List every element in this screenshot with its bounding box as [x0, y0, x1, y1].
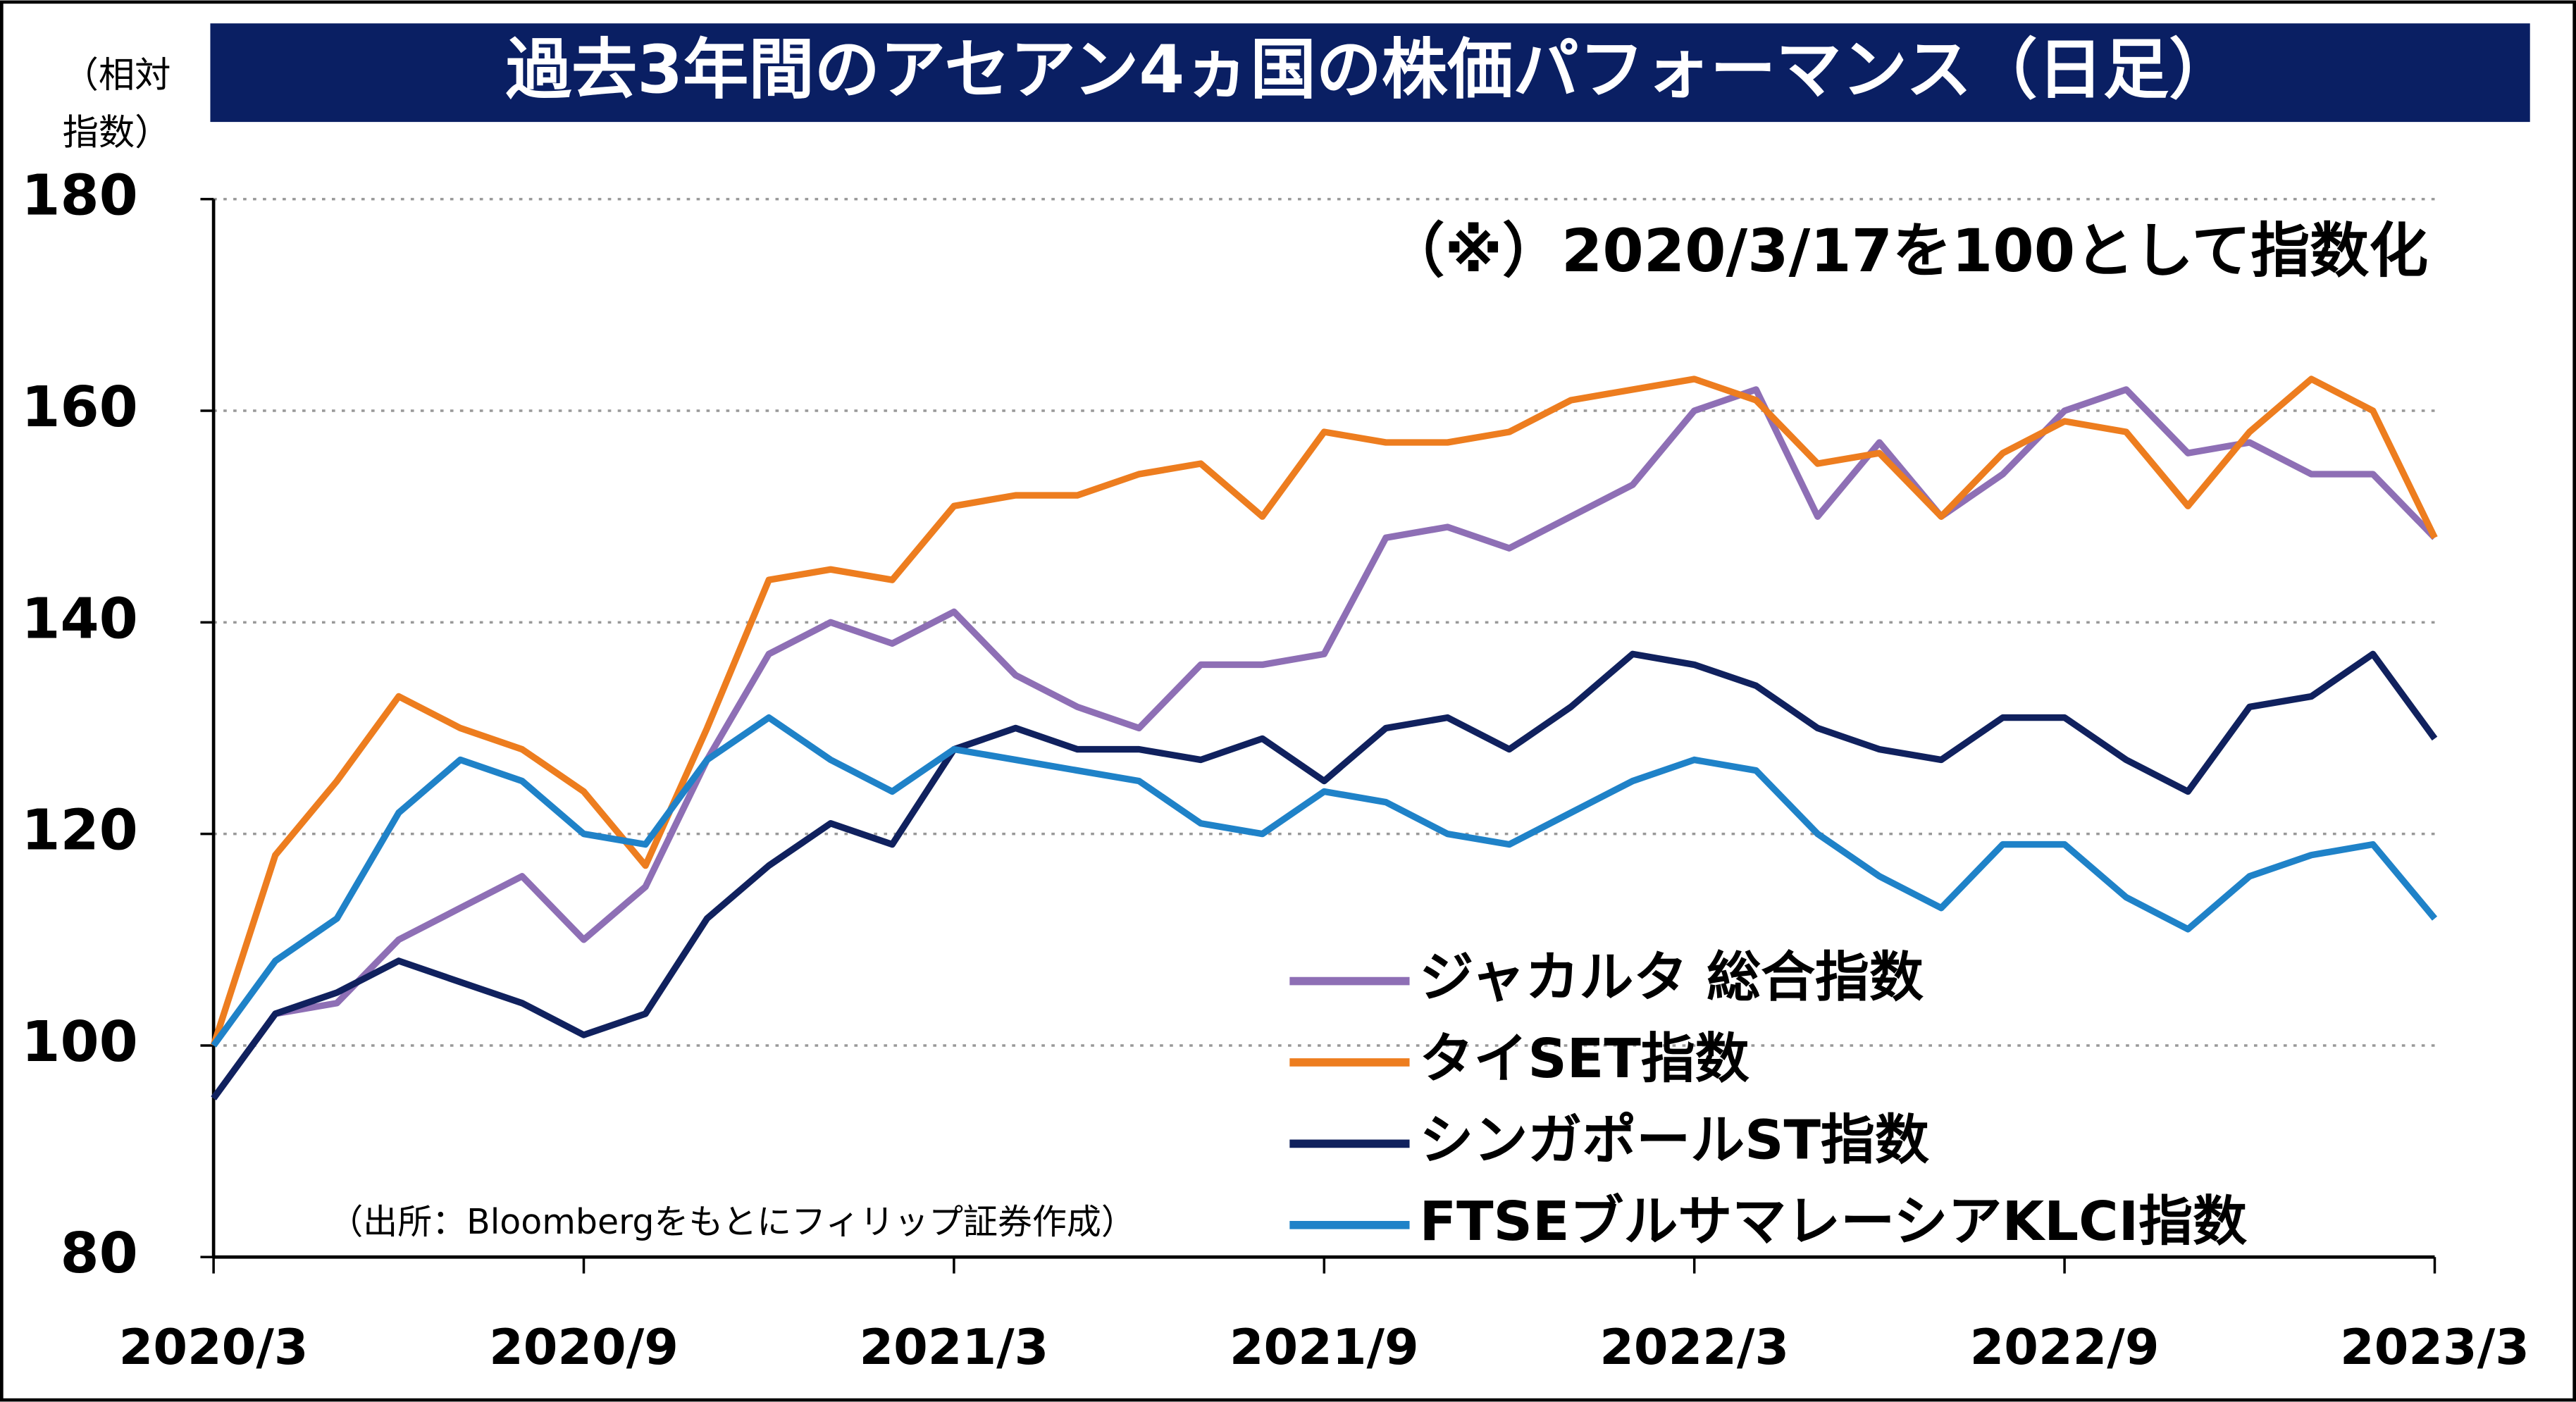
legend-label: FTSEブルサマレーシアKLCI指数: [1420, 1191, 2248, 1253]
x-tick-label: 2022/9: [1970, 1319, 2160, 1376]
x-tick-label: 2021/9: [1230, 1319, 1419, 1376]
x-tick-label: 2023/3: [2340, 1319, 2529, 1376]
x-tick-label: 2021/3: [859, 1319, 1048, 1376]
y-tick-label: 100: [21, 1009, 137, 1074]
legend-label: シンガポールST指数: [1420, 1109, 1929, 1172]
x-tick-label: 2020/3: [119, 1319, 309, 1376]
y-label: （相対: [63, 54, 171, 97]
series-line: [211, 386, 2437, 1100]
series-line: [211, 650, 2438, 1100]
chart-title: 過去3年間のアセアン4ヵ国の株価パフォーマンス（日足）: [506, 31, 2235, 108]
title-box: [210, 23, 2530, 123]
y-tick-label: 160: [21, 374, 137, 440]
y-tick-label: 80: [61, 1220, 138, 1286]
series-line: [211, 714, 2438, 1048]
y-tick-label: 140: [21, 585, 137, 651]
y-tick-label: 120: [21, 798, 137, 863]
y-tick-label: 180: [21, 163, 137, 228]
legend-label: ジャカルタ 総合指数: [1420, 947, 1924, 1010]
source-note: （出所：Bloombergをもとにフィリップ証券作成）: [328, 1202, 1135, 1242]
legend-label: タイSET指数: [1420, 1028, 1750, 1091]
x-tick-label: 2022/3: [1599, 1319, 1789, 1376]
annotation: （※）2020/3/17を100として指数化: [1386, 216, 2429, 285]
x-tick-label: 2020/9: [489, 1319, 679, 1376]
series-line: [210, 376, 2438, 1047]
y-label: 指数）: [63, 112, 171, 154]
